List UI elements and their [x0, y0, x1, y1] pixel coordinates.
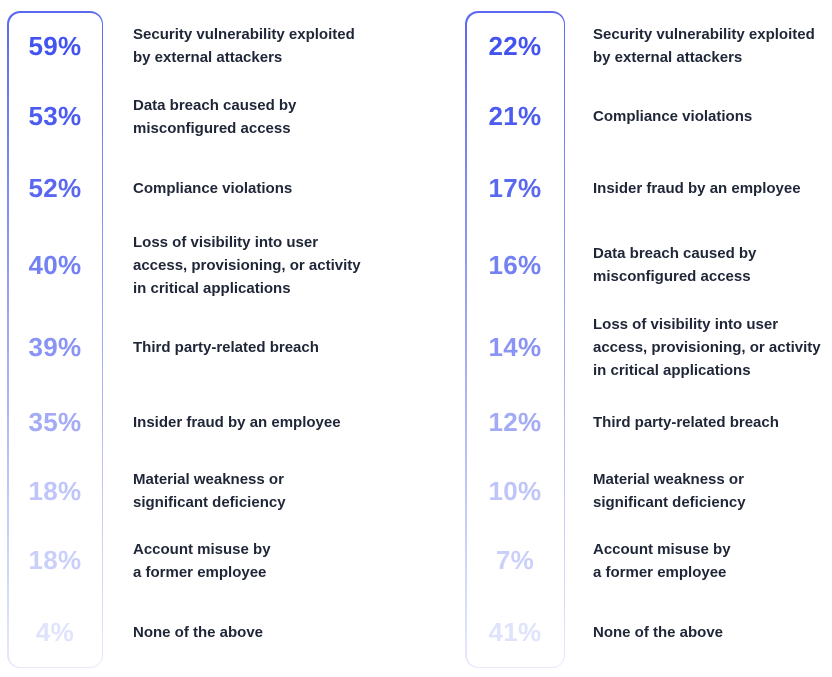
category-label-left-7: Material weakness or significant deficie…	[133, 471, 286, 511]
percent-value-left-1: 59%	[28, 30, 82, 61]
results-grid: 59% Security vulnerability exploited by …	[7, 11, 832, 668]
percent-column-frame-right	[465, 11, 565, 668]
category-label-left-1: Security vulnerability exploited by exte…	[133, 26, 355, 66]
category-label-right-6: Third party-related breach	[593, 414, 779, 431]
percent-value-right-7: 10%	[488, 475, 542, 506]
category-label-left-8: Account misuse by a former employee	[133, 540, 271, 581]
percent-value-right-1: 22%	[488, 30, 542, 61]
category-label-right-7: Material weakness or significant deficie…	[593, 471, 746, 511]
category-label-right-3: Insider fraud by an employee	[593, 179, 801, 197]
category-label-right-4: Data breach caused by misconfigured acce…	[593, 245, 757, 285]
percent-value-left-9: 4%	[35, 616, 75, 647]
category-label-left-3: Compliance violations	[133, 179, 293, 197]
category-label-right-8: Account misuse by a former employee	[593, 540, 731, 581]
percent-value-left-4: 40%	[28, 249, 82, 280]
category-label-left-5: Third party-related breach	[133, 338, 319, 356]
percent-value-left-5: 39%	[28, 331, 82, 362]
percent-value-right-9: 41%	[488, 616, 542, 647]
category-label-right-1: Security vulnerability exploited by exte…	[593, 26, 815, 66]
category-label-left-9: None of the above	[133, 623, 264, 641]
percent-value-right-2: 21%	[488, 101, 542, 131]
category-label-right-2: Compliance violations	[593, 108, 753, 125]
category-label-left-6: Insider fraud by an employee	[133, 414, 341, 431]
percent-column-frame-right-inner	[466, 12, 564, 667]
category-label-left-4: Loss of visibility into user access, pro…	[133, 233, 361, 297]
category-label-left-2: Data breach caused by misconfigured acce…	[133, 96, 297, 137]
percent-value-right-4: 16%	[488, 249, 542, 280]
percent-value-right-8: 7%	[495, 545, 535, 575]
percent-value-left-3: 52%	[28, 172, 82, 203]
percent-value-left-6: 35%	[28, 407, 82, 437]
percent-value-left-7: 18%	[28, 475, 82, 506]
category-label-right-5: Loss of visibility into user access, pro…	[593, 315, 821, 379]
percent-value-left-8: 18%	[28, 545, 82, 575]
percent-value-left-2: 53%	[28, 101, 82, 131]
percent-column-frame-left	[7, 11, 103, 668]
percent-value-right-5: 14%	[488, 331, 542, 362]
category-label-right-9: None of the above	[593, 623, 724, 641]
percent-value-right-3: 17%	[488, 172, 542, 203]
percent-column-frame-left-inner	[8, 12, 102, 667]
percent-value-right-6: 12%	[488, 407, 542, 437]
